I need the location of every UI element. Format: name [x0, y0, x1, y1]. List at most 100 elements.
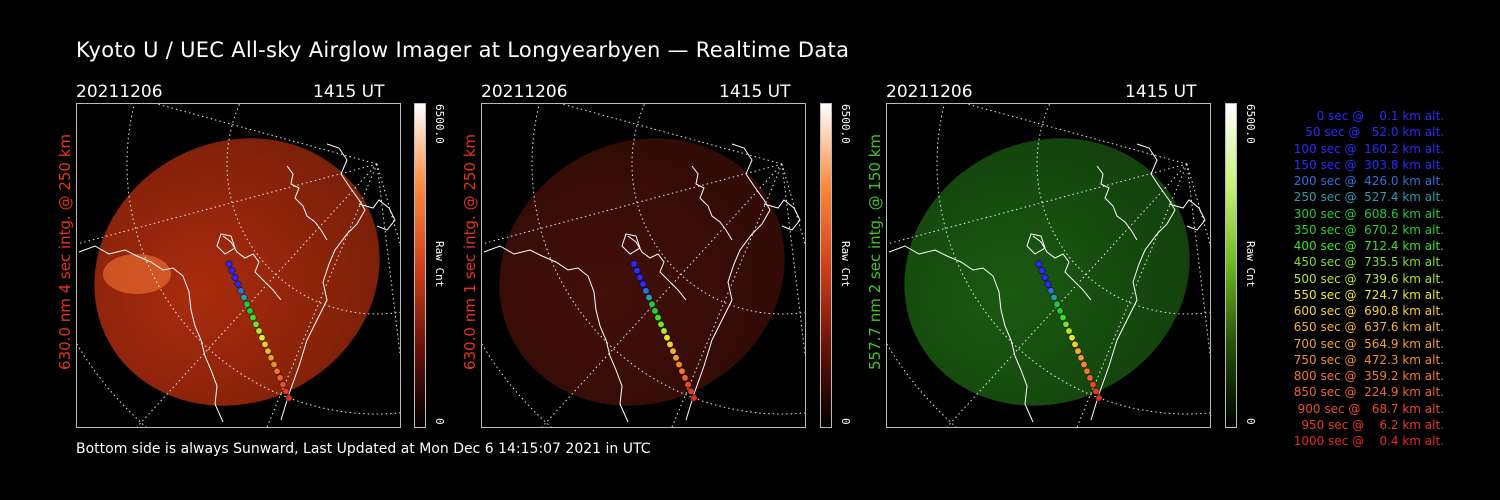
- legend-entry: 100 sec @ 160.2 km alt.: [1289, 141, 1444, 156]
- legend-entry: 300 sec @ 608.6 km alt.: [1289, 206, 1444, 221]
- trajectory-point: [225, 260, 233, 268]
- trajectory-point: [276, 374, 284, 382]
- legend-entry: 250 sec @ 527.4 km alt.: [1289, 190, 1444, 205]
- panel-1-allsky-image: [76, 103, 401, 428]
- panel-3-colorbar-max: 6500.0: [1244, 104, 1257, 144]
- trajectory-point: [684, 381, 692, 389]
- trajectory-point: [1047, 287, 1055, 295]
- trajectory-point: [654, 314, 662, 322]
- legend-entry: 50 sec @ 52.0 km alt.: [1297, 125, 1444, 140]
- panel-2-channel-label: 630.0 nm 1 sec intg. @ 250 km: [461, 133, 479, 370]
- trajectory-point: [1089, 381, 1097, 389]
- panel-1-colorbar-unit: Raw Cnt: [433, 241, 446, 288]
- panel-2-colorbar-max: 6500.0: [839, 104, 852, 144]
- panel-3-channel-label: 557.7 nm 2 sec intg. @ 150 km: [866, 133, 884, 370]
- trajectory-point: [1050, 294, 1058, 301]
- trajectory-point: [1080, 361, 1088, 368]
- trajectory-point: [1068, 334, 1076, 342]
- trajectory-point: [639, 280, 647, 288]
- panel-3-date: 20211206: [886, 82, 973, 102]
- panel-1-colorbar-max: 6500.0: [433, 104, 446, 144]
- trajectory-point: [246, 307, 254, 315]
- trajectory-point: [255, 327, 263, 335]
- trajectory-point: [1059, 314, 1067, 322]
- trajectory-point: [687, 387, 695, 395]
- panel-2-colorbar-unit: Raw Cnt: [839, 241, 852, 288]
- trajectory-point: [657, 320, 665, 328]
- legend-entry: 500 sec @ 739.6 km alt.: [1289, 271, 1444, 286]
- footer-status: Bottom side is always Sunward, Last Upda…: [76, 441, 651, 457]
- trajectory-point: [264, 347, 272, 355]
- panel-3-colorbar: [1225, 103, 1237, 428]
- legend-entry: 700 sec @ 564.9 km alt.: [1289, 336, 1444, 351]
- airglow-field: [499, 138, 785, 406]
- trajectory-point: [1086, 374, 1094, 382]
- panel-3-time: 1415 UT: [1125, 82, 1197, 102]
- trajectory-point: [1065, 327, 1073, 335]
- legend-entry: 400 sec @ 712.4 km alt.: [1289, 239, 1444, 253]
- trajectory-point: [258, 334, 266, 342]
- trajectory-point: [672, 354, 680, 362]
- panel-2-colorbar: [820, 103, 832, 428]
- legend-entry: 800 sec @ 359.2 km alt.: [1289, 369, 1444, 383]
- trajectory-point: [237, 287, 245, 295]
- trajectory-point: [228, 267, 236, 275]
- trajectory-point: [648, 300, 656, 308]
- trajectory-point: [1038, 267, 1046, 275]
- panel-3-colorbar-min: 0: [1244, 418, 1257, 425]
- trajectory-point: [666, 340, 674, 348]
- trajectory-point: [690, 394, 698, 402]
- panel-2-allsky-image: [481, 103, 806, 428]
- lat-lon-grid: [887, 104, 1210, 427]
- coastline: [483, 143, 801, 423]
- bright-aurora-patch: [103, 254, 171, 294]
- trajectory-point: [1071, 340, 1079, 348]
- lat-lon-grid: [77, 104, 400, 427]
- legend-entry: 950 sec @ 6.2 km alt.: [1297, 417, 1444, 432]
- trajectory-point: [1083, 367, 1091, 375]
- panel-1-colorbar: [414, 103, 426, 428]
- airglow-field: [904, 138, 1190, 406]
- trajectory-point: [234, 280, 242, 288]
- panel-1-colorbar-min: 0: [433, 418, 446, 425]
- trajectory-point: [642, 287, 650, 295]
- trajectory-point: [282, 387, 290, 395]
- panel-1-time: 1415 UT: [313, 82, 385, 102]
- trajectory-point: [669, 347, 677, 355]
- trajectory-point: [633, 267, 641, 275]
- coastline: [78, 143, 396, 423]
- trajectory-point: [1044, 280, 1052, 288]
- trajectory-point: [1077, 354, 1085, 362]
- legend-entry: 450 sec @ 735.5 km alt.: [1289, 255, 1444, 270]
- trajectory-point: [267, 354, 275, 362]
- trajectory-point: [252, 320, 260, 328]
- trajectory-point: [636, 273, 644, 281]
- trajectory-point: [663, 334, 671, 342]
- page-title: Kyoto U / UEC All-sky Airglow Imager at …: [76, 38, 850, 62]
- airglow-field: [94, 138, 380, 406]
- trajectory-point: [261, 340, 269, 348]
- trajectory-point: [249, 314, 257, 322]
- trajectory-point: [273, 367, 281, 375]
- coastline: [888, 143, 1206, 423]
- trajectory-point: [660, 327, 668, 335]
- trajectory-point: [1041, 273, 1049, 281]
- trajectory-point: [1074, 347, 1082, 355]
- panel-1-date: 20211206: [76, 82, 163, 102]
- legend-entry: 150 sec @ 303.8 km alt.: [1289, 157, 1444, 172]
- trajectory-point: [231, 273, 239, 281]
- legend-entry: 650 sec @ 637.6 km alt.: [1289, 320, 1444, 335]
- legend-entry: 550 sec @ 724.7 km alt.: [1289, 287, 1444, 302]
- trajectory-point: [1056, 307, 1064, 315]
- legend-entry: 1000 sec @ 0.4 km alt.: [1293, 434, 1444, 448]
- legend-entry: 200 sec @ 426.0 km alt.: [1289, 174, 1444, 188]
- trajectory-point: [1053, 300, 1061, 308]
- trajectory-point: [1035, 260, 1043, 268]
- legend-entry: 900 sec @ 68.7 km alt.: [1293, 401, 1444, 416]
- trajectory-point: [678, 367, 686, 375]
- panel-1-channel-label: 630.0 nm 4 sec intg. @ 250 km: [56, 133, 74, 370]
- trajectory-point: [285, 394, 293, 402]
- lat-lon-grid: [482, 104, 805, 427]
- trajectory-point: [651, 307, 659, 315]
- legend-entry: 850 sec @ 224.9 km alt.: [1289, 385, 1444, 400]
